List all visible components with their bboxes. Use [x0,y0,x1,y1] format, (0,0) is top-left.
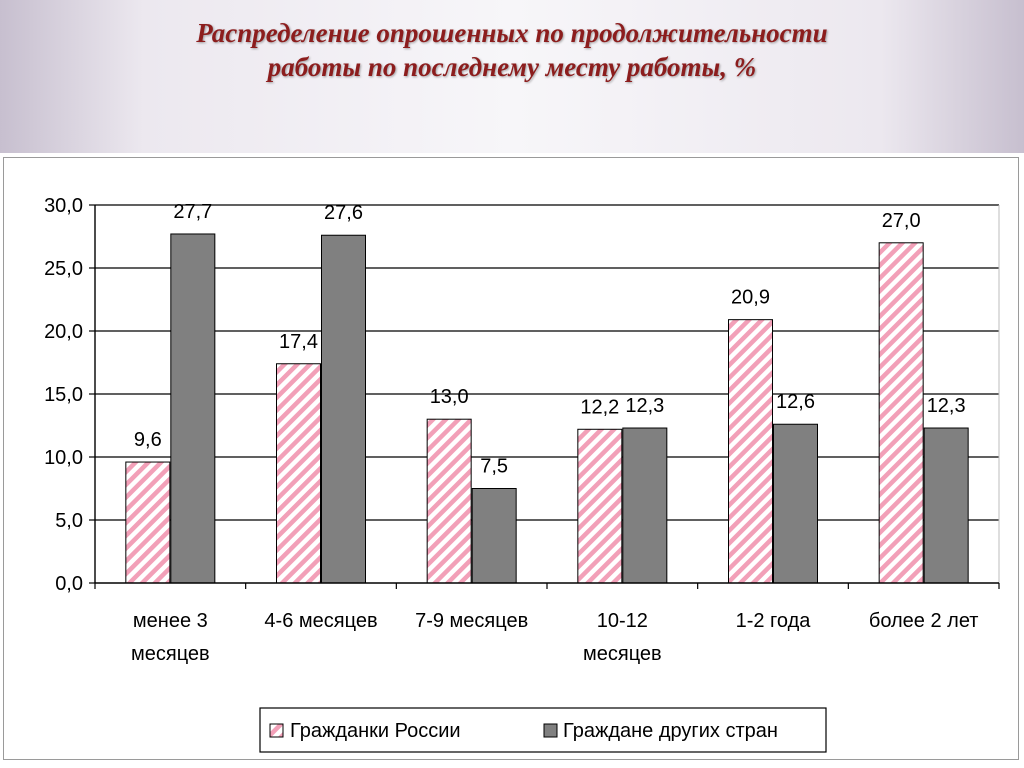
title-line-1: Распределение опрошенных по продолжитель… [196,18,828,48]
data-label-russia-4: 20,9 [731,287,770,309]
legend-label-russia: Гражданки России [290,720,461,742]
data-label-russia-0: 9,6 [134,429,162,451]
bar-russia-4 [728,319,773,584]
x-category-label-3: 10-12 месяцев [583,610,662,665]
y-tick-label: 10,0 [44,447,83,469]
y-tick-label: 20,0 [44,321,83,343]
bar-other-2 [471,488,517,584]
data-label-other-3: 12,3 [625,395,664,417]
title-line-2: работы по последнему месту работы, % [267,52,757,82]
bar-russia-3 [577,428,623,584]
y-tick-label: 0,0 [55,573,83,595]
data-label-russia-1: 17,4 [279,331,318,353]
legend-swatch-russia [269,723,284,738]
y-tick-label: 5,0 [55,510,83,532]
legend-swatch-other [543,723,558,738]
bar-russia-2 [426,418,472,584]
y-tick-label: 30,0 [44,195,83,217]
legend-box [259,707,827,753]
data-label-russia-3: 12,2 [580,396,619,418]
x-category-label-1: 4-6 месяцев [264,610,377,632]
data-label-other-0: 27,7 [173,201,212,223]
data-label-other-5: 12,3 [927,395,966,417]
x-category-label-2: 7-9 месяцев [415,610,528,632]
bar-russia-0 [125,461,171,584]
data-label-russia-2: 13,0 [430,386,469,408]
slide-header: Распределение опрошенных по продолжитель… [0,0,1024,153]
x-category-label-4: 1-2 года [736,610,812,632]
bar-other-3 [622,427,668,584]
x-category-label-5: более 2 лет [869,610,979,632]
bar-other-5 [923,427,969,584]
bar-chart: 0,0 5,0 10,0 15,0 20,0 25,0 30,0 менее 3 месяцев… [44,195,1000,753]
bar-other-4 [773,423,818,584]
bar-russia-1 [276,363,321,584]
x-category-label-0: менее 3 месяцев [131,610,210,665]
bar-other-1 [321,234,366,584]
bar-other-0 [170,233,216,584]
data-label-russia-5: 27,0 [882,210,921,232]
data-label-other-2: 7,5 [480,456,508,478]
y-tick-label: 25,0 [44,258,83,280]
legend-label-other: Граждане других стран [563,720,778,742]
y-tick-label: 15,0 [44,384,83,406]
bar-russia-5 [878,242,924,584]
slide-title: Распределение опрошенных по продолжитель… [40,16,984,84]
chart-frame: 0,0 5,0 10,0 15,0 20,0 25,0 30,0 менее 3 месяцев… [3,157,1019,760]
data-label-other-4: 12,6 [776,391,815,413]
data-label-other-1: 27,6 [324,202,363,224]
